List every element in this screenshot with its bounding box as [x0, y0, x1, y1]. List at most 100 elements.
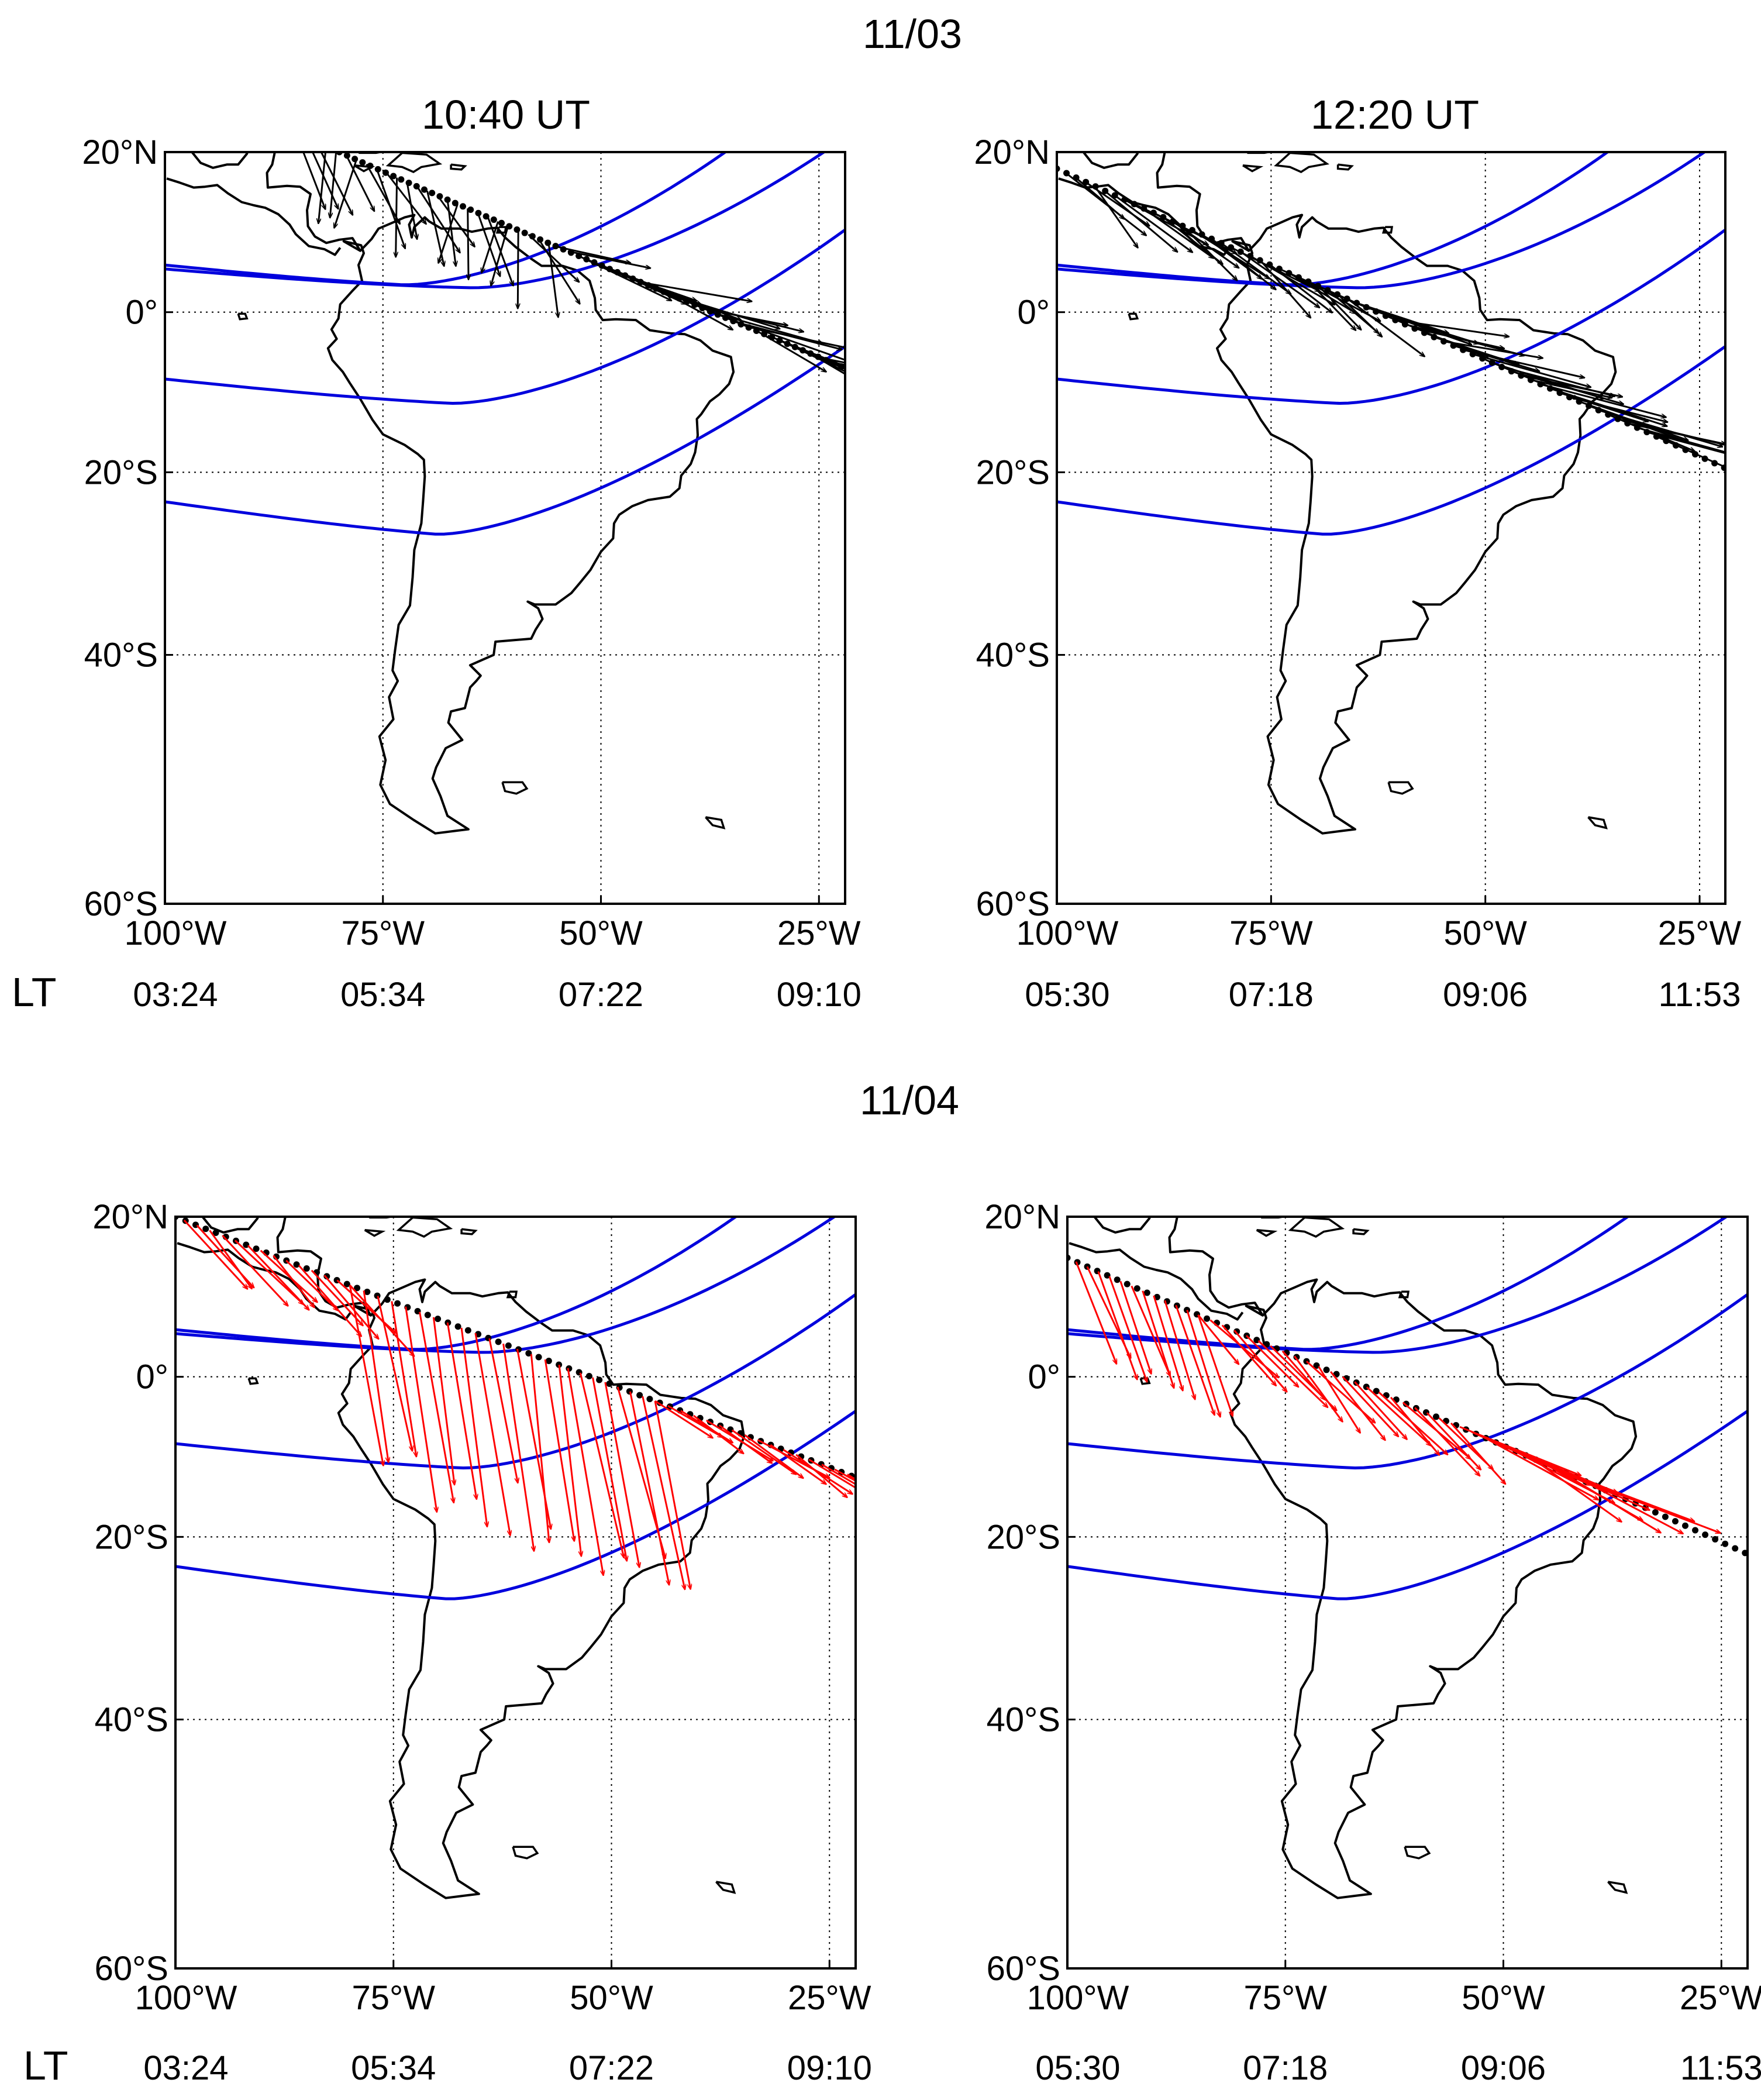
drift-vector-arrow [1473, 353, 1591, 387]
drift-vector-arrow [537, 238, 580, 304]
drift-vector-arrow [528, 233, 579, 282]
drift-vector-arrow [1521, 374, 1622, 397]
drift-vector-arrow [1540, 383, 1666, 417]
magnetic-contour-line [1057, 345, 1725, 536]
drift-vector-arrow [406, 181, 417, 239]
drift-vector-arrow [1119, 1280, 1152, 1373]
map-content [165, 152, 961, 904]
lon-tick-label: 50°W [1443, 914, 1527, 952]
map-content [1067, 1217, 1758, 1968]
magnetic-contour-line [175, 1217, 739, 1351]
lon-tick-label: 100°W [135, 1979, 237, 2017]
drift-vector-arrow [1308, 281, 1356, 331]
track-point [398, 176, 405, 183]
track-point [421, 186, 428, 193]
drift-vector-arrow [808, 1458, 856, 1489]
track-point [253, 1245, 260, 1252]
drift-vector-arrow [1211, 238, 1276, 290]
track-point [374, 1292, 381, 1299]
island-outline [1288, 1217, 1345, 1238]
drift-vector-arrow [1221, 1324, 1276, 1386]
lat-tick-label: 20°S [84, 453, 158, 491]
lat-tick-label: 60°S [84, 885, 158, 923]
drift-vector-arrow [209, 1230, 251, 1289]
drift-vector-arrow [744, 1434, 804, 1478]
drift-vector-arrow [1318, 285, 1361, 330]
drift-vector-arrow [386, 173, 426, 224]
drift-vector-arrow [654, 1400, 691, 1589]
island-outline [495, 226, 508, 234]
island-outline [364, 1228, 386, 1237]
lat-tick-label: 40°S [84, 636, 158, 674]
track-point [464, 1327, 471, 1334]
island-outline [1274, 152, 1330, 173]
drift-vector-arrow [1656, 436, 1725, 469]
magnetic-contour-line [175, 1293, 856, 1470]
drift-vector-arrow [222, 1234, 288, 1306]
track-point [878, 1485, 885, 1491]
track-point [323, 1273, 330, 1280]
island-outline [1381, 226, 1394, 234]
drift-vector-arrow [820, 357, 845, 364]
track-point [1742, 1550, 1748, 1557]
track-point [1752, 1554, 1758, 1561]
track-point [1124, 1280, 1131, 1287]
island-outline [1607, 1881, 1628, 1894]
local-time-label: 11:53 [1659, 976, 1741, 1014]
track-point [390, 173, 397, 180]
track-point [212, 1230, 219, 1237]
lt-label-top: LT [12, 969, 57, 1015]
drift-vector-arrow [1094, 185, 1138, 247]
track-point [1702, 1531, 1709, 1538]
track-point [1133, 1285, 1140, 1292]
drift-vector-arrow [396, 177, 397, 257]
local-time-label: 03:24 [143, 2049, 228, 2087]
island-outline [506, 1290, 518, 1299]
track-point [606, 1381, 613, 1388]
drift-vector-arrow [1554, 1467, 1661, 1533]
track-point [1183, 1307, 1190, 1314]
drift-vector-arrow [1131, 1285, 1171, 1376]
track-point [556, 1361, 563, 1368]
local-time-label: 05:30 [1035, 2049, 1120, 2087]
map-frame [164, 151, 846, 905]
track-point [454, 1323, 461, 1330]
south-america-coastline [1216, 214, 1617, 835]
drift-vector-arrow [841, 366, 845, 370]
pacific-coastline [1058, 177, 1231, 256]
island-outline [512, 1846, 539, 1860]
track-point [429, 190, 436, 197]
track-point [869, 377, 876, 383]
island-outline [1336, 163, 1354, 171]
lat-tick-label: 60°S [95, 1950, 168, 1988]
drift-vector-arrow [298, 1265, 361, 1336]
drift-vector-arrow [795, 1454, 847, 1497]
drift-vector-arrow [1342, 1376, 1398, 1437]
drift-vector-arrow [557, 246, 630, 263]
island-outline [715, 1881, 736, 1894]
track-point [1074, 1259, 1081, 1266]
drift-vector-arrow [318, 152, 327, 223]
drift-vector-arrow [567, 250, 650, 268]
drift-vector-arrow [1197, 1314, 1239, 1364]
drift-vector-arrow [1175, 1304, 1215, 1415]
track-point [1143, 1289, 1150, 1296]
local-time-label: 07:22 [559, 976, 643, 1014]
drift-vector-arrow [863, 376, 961, 416]
pacific-coastline [1069, 1242, 1244, 1321]
island-outline [237, 312, 249, 321]
lat-tick-label: 20°N [974, 133, 1050, 171]
lat-tick-label: 60°S [976, 885, 1050, 923]
drift-vector-arrow [1153, 1295, 1183, 1390]
drift-vector-arrow [491, 225, 509, 286]
track-point [490, 216, 497, 223]
south-america-coastline [337, 1278, 746, 1899]
track-point [1114, 1276, 1121, 1283]
drift-vector-arrow [692, 1414, 744, 1454]
central-america-coastline [191, 152, 361, 252]
